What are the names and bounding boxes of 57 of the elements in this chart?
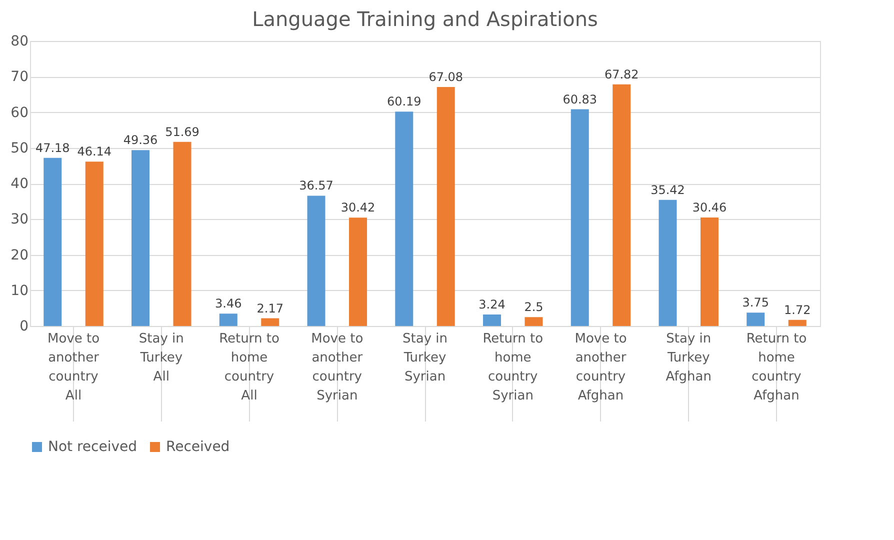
x-tick-label: Return to home country Syrian: [482, 332, 544, 404]
y-tick-label: 50: [10, 140, 28, 156]
data-label: 35.42: [650, 182, 685, 197]
data-label: 3.46: [215, 296, 242, 311]
data-label: 60.19: [386, 94, 422, 109]
data-label: 30.42: [340, 200, 376, 215]
data-label: 60.83: [562, 92, 598, 106]
bar: [658, 200, 677, 326]
y-tick-label: 20: [10, 247, 28, 264]
data-label: 46.14: [77, 144, 112, 159]
bar: [261, 318, 280, 326]
x-tick-label: Return to home country All: [219, 332, 280, 404]
x-tick-label: Move to another country Afghan: [574, 332, 627, 404]
bar: [173, 142, 192, 326]
data-label: 36.57: [299, 178, 334, 193]
legend-label: Not received: [48, 439, 138, 455]
data-label: 67.82: [604, 67, 639, 82]
bar: [307, 196, 326, 326]
x-tick-label: Stay in Turkey Syrian: [402, 332, 448, 384]
x-tick-label: Stay in Turkey Afghan: [666, 332, 712, 384]
data-label: 2.5: [524, 300, 544, 314]
bar: [132, 150, 150, 326]
data-label: 67.08: [428, 70, 464, 84]
bar: [570, 109, 589, 326]
data-label: 47.18: [35, 140, 70, 155]
bar: [746, 312, 765, 326]
data-label: 49.36: [123, 133, 158, 148]
bar: [85, 162, 104, 326]
bar: [700, 217, 718, 326]
data-label: 1.72: [784, 302, 811, 317]
data-label: 30.46: [692, 200, 727, 214]
y-tick-label: 80: [10, 34, 28, 50]
x-tick-label: Stay in Turkey All: [138, 332, 184, 384]
y-tick-label: 60: [10, 104, 28, 121]
data-label: 3.75: [742, 296, 769, 310]
y-tick-label: 0: [20, 318, 28, 334]
data-label: 2.17: [256, 301, 284, 316]
x-tick-label: Move to another country All: [47, 332, 100, 404]
x-tick-label: Return to home country Afghan: [746, 332, 807, 404]
data-label: 3.24: [478, 297, 506, 312]
bar: [44, 158, 62, 326]
bar: [395, 112, 414, 326]
x-tick-label: Move to another country Syrian: [311, 332, 364, 404]
bar: [483, 314, 502, 326]
data-label: 51.69: [165, 124, 200, 139]
bar: [788, 320, 806, 326]
chart-title: Language Training and Aspirations: [252, 7, 598, 31]
y-tick-label: 30: [10, 212, 28, 228]
y-tick-label: 70: [10, 69, 28, 86]
y-tick-label: 10: [10, 282, 28, 299]
bar: [348, 218, 367, 326]
bar: [524, 317, 543, 326]
bar: [612, 84, 631, 326]
legend-label: Received: [166, 439, 230, 455]
bar: [219, 314, 238, 326]
bar: [436, 87, 455, 326]
y-tick-label: 40: [10, 176, 28, 192]
